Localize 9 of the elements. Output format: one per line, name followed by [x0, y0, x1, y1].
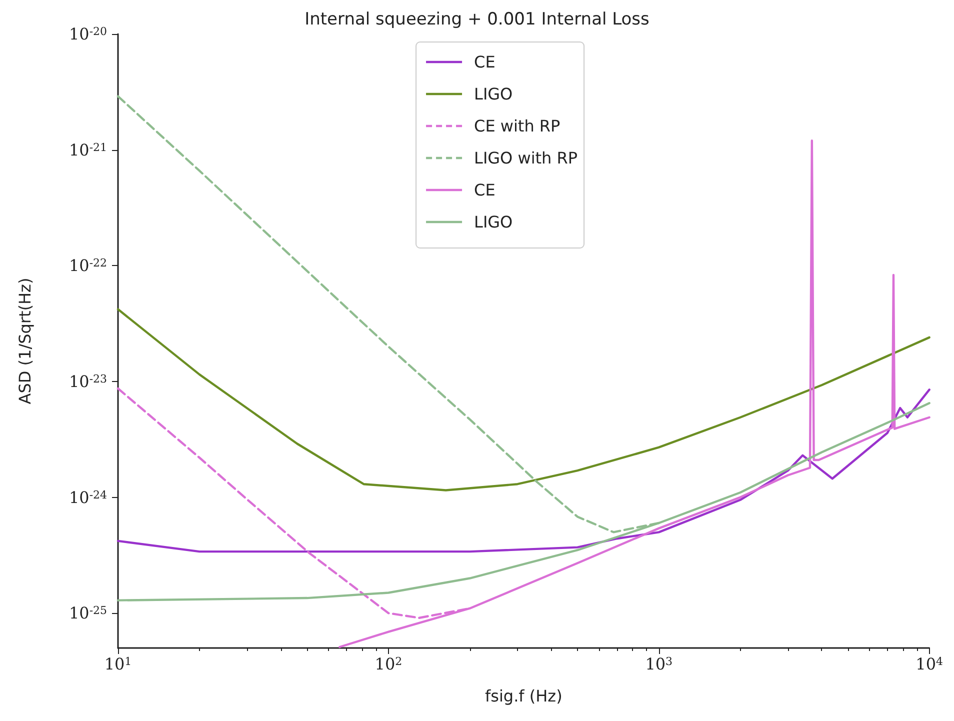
legend-label: CE [474, 52, 496, 72]
legend-label: LIGO [474, 84, 513, 104]
y-axis-title: ASD (1/Sqrt(Hz) [16, 278, 34, 404]
legend-label: CE with RP [474, 116, 561, 136]
legend-label: LIGO with RP [474, 148, 578, 168]
legend-label: LIGO [474, 212, 513, 232]
legend-label: CE [474, 180, 496, 200]
chart-title: Internal squeezing + 0.001 Internal Loss [304, 10, 650, 30]
x-axis-title: fsig.f (Hz) [485, 686, 562, 706]
